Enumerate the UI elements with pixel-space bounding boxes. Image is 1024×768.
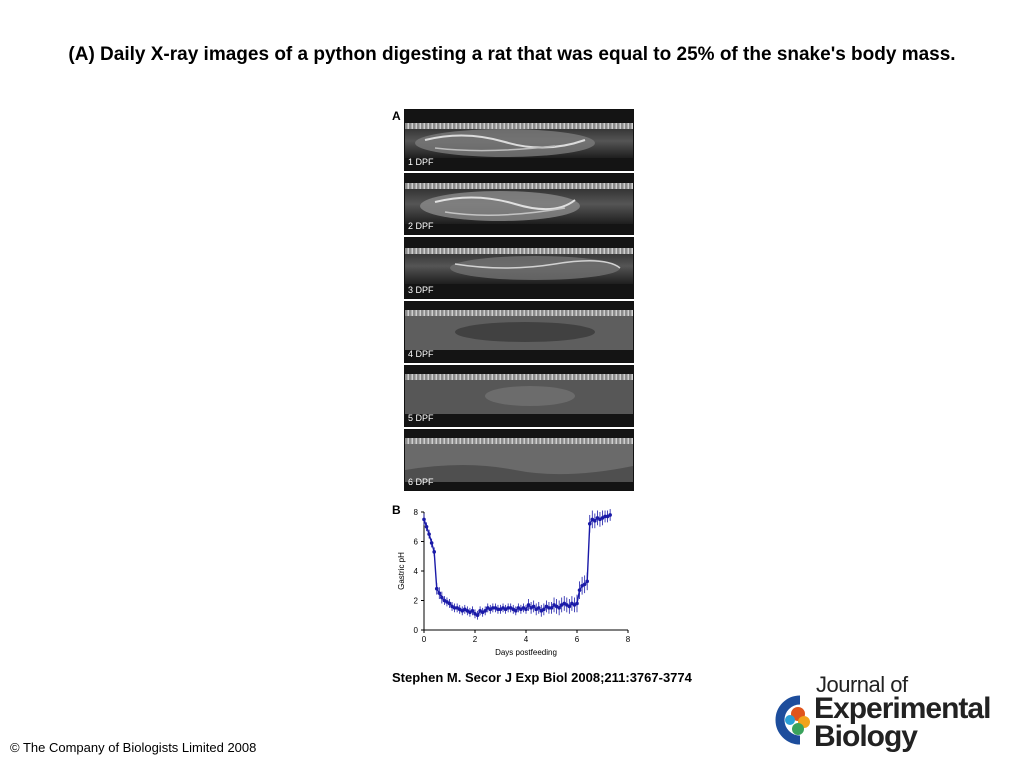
data-point bbox=[575, 601, 579, 606]
y-axis-label: Gastric pH bbox=[397, 552, 406, 590]
data-point bbox=[536, 606, 541, 610]
data-point bbox=[424, 524, 429, 529]
xray-image-day-6: 6 DPF bbox=[404, 429, 634, 491]
data-point bbox=[496, 607, 500, 612]
copyright-notice: © The Company of Biologists Limited 2008 bbox=[10, 740, 257, 755]
data-point bbox=[427, 532, 431, 536]
xray-day-label: 4 DPF bbox=[408, 349, 434, 359]
xray-image-day-1: 1 DPF bbox=[404, 109, 634, 171]
logo-text-line3: Biology bbox=[814, 720, 918, 753]
xray-image-day-3: 3 DPF bbox=[404, 237, 634, 299]
data-point bbox=[547, 606, 551, 610]
data-point bbox=[524, 607, 528, 612]
data-point bbox=[587, 522, 592, 526]
data-point bbox=[582, 582, 587, 587]
y-tick-label: 6 bbox=[414, 538, 419, 547]
x-tick-label: 6 bbox=[575, 635, 580, 644]
data-point bbox=[422, 517, 426, 522]
data-point bbox=[429, 541, 434, 545]
gastric-ph-chart: 0 2 4 6 8 0 2 4 6 8 Days postfeeding Gastric pH bbox=[397, 508, 631, 657]
logo-text-line1: Journal of bbox=[816, 672, 908, 697]
data-point bbox=[526, 603, 531, 607]
x-tick-label: 8 bbox=[626, 635, 631, 644]
xray-day-label: 3 DPF bbox=[408, 285, 434, 295]
data-point bbox=[603, 514, 607, 519]
data-point bbox=[557, 606, 561, 610]
data-point bbox=[432, 550, 436, 554]
data-point bbox=[542, 607, 546, 612]
data-point bbox=[491, 606, 495, 610]
data-point bbox=[506, 606, 510, 610]
slide-title: (A) Daily X-ray images of a python diges… bbox=[68, 44, 956, 65]
data-point bbox=[434, 586, 439, 591]
data-point bbox=[549, 606, 554, 610]
xray-image-day-5: 5 DPF bbox=[404, 365, 634, 427]
xray-day-label: 1 DPF bbox=[408, 157, 434, 167]
xray-day-label: 2 DPF bbox=[408, 221, 434, 231]
citation: Stephen M. Secor J Exp Biol 2008;211:376… bbox=[392, 670, 692, 685]
data-point bbox=[483, 609, 487, 613]
y-tick-label: 0 bbox=[414, 626, 419, 635]
y-tick-label: 4 bbox=[414, 567, 419, 576]
data-point bbox=[593, 519, 597, 523]
x-axis-label: Days postfeeding bbox=[495, 648, 557, 657]
data-point bbox=[440, 595, 444, 600]
data-point bbox=[531, 604, 536, 609]
data-point bbox=[470, 609, 475, 613]
data-point bbox=[437, 591, 442, 595]
panel-b-letter: B bbox=[392, 503, 401, 517]
data-point bbox=[514, 609, 518, 613]
y-tick-label: 8 bbox=[414, 508, 419, 517]
data-point bbox=[475, 613, 480, 618]
x-tick-label: 4 bbox=[524, 635, 529, 644]
journal-logo-icon bbox=[775, 695, 810, 745]
panel-a-letter: A bbox=[392, 109, 401, 123]
xray-image-day-2: 2 DPF bbox=[404, 173, 634, 235]
x-tick-label: 2 bbox=[473, 635, 478, 644]
data-point bbox=[585, 579, 589, 584]
logo-text-line2: Experimental bbox=[814, 692, 991, 725]
data-point bbox=[447, 601, 452, 606]
y-tick-label: 2 bbox=[414, 597, 419, 606]
data-point bbox=[567, 604, 572, 609]
data-point bbox=[452, 606, 457, 610]
xray-image-day-4: 4 DPF bbox=[404, 301, 634, 363]
series-line bbox=[423, 514, 611, 617]
xray-day-label: 5 DPF bbox=[408, 413, 434, 423]
data-point bbox=[608, 513, 612, 517]
x-tick-label: 0 bbox=[422, 635, 427, 644]
journal-logo: Journal of Experimental Biology bbox=[770, 672, 1000, 754]
xray-day-label: 6 DPF bbox=[408, 477, 434, 487]
data-point bbox=[577, 588, 582, 592]
